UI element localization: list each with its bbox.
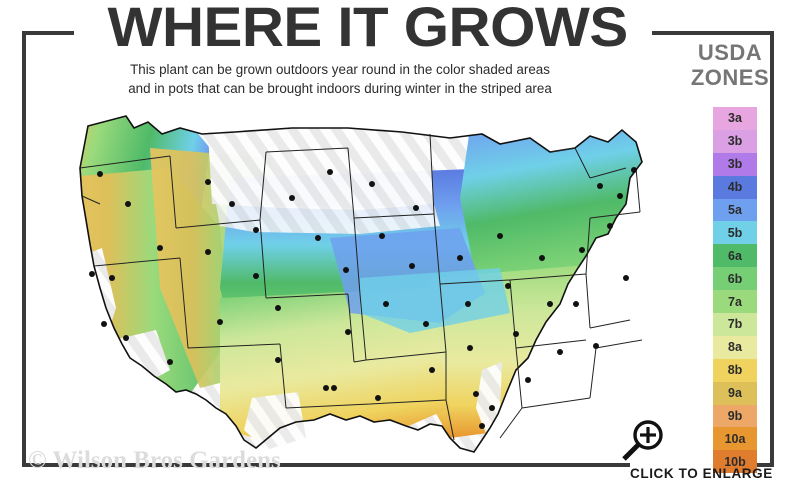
legend-zone-label: 8b <box>727 363 743 378</box>
subtitle-line-2: and in pots that can be brought indoors … <box>128 81 552 96</box>
map-svg <box>79 115 643 453</box>
state-boundaries <box>79 133 643 441</box>
legend-zone-label: 9a <box>728 386 742 401</box>
country-outline <box>79 115 643 453</box>
legend-zone-label: 3a <box>728 111 742 126</box>
legend-title-line-1: USDA <box>697 40 763 65</box>
legend-zone-label: 6b <box>727 271 743 286</box>
frame-border-top-left <box>22 31 74 35</box>
legend-zone-swatch: 9a <box>713 381 757 405</box>
legend-zone-label: 7a <box>728 294 742 309</box>
frame-border-top-right <box>652 31 774 35</box>
legend-title-line-2: ZONES <box>690 65 770 90</box>
legend-zone-label: 6a <box>728 248 742 263</box>
page-title: WHERE IT GROWS <box>107 0 629 58</box>
legend-title: USDA ZONES <box>672 40 788 90</box>
frame-border-bottom-left <box>22 463 630 467</box>
legend-zone-swatch: 8b <box>713 358 757 382</box>
subtitle-line-1: This plant can be grown outdoors year ro… <box>130 62 550 77</box>
legend-zone-swatch: 5a <box>713 198 757 222</box>
magnifier-svg <box>622 420 663 461</box>
map-city-dots <box>89 167 637 429</box>
magnifier-plus-icon[interactable] <box>620 419 666 463</box>
legend-zone-swatch: 8a <box>713 335 757 359</box>
legend-zone-label: 9b <box>727 409 743 424</box>
legend-zone-label: 3b <box>727 157 743 172</box>
legend-zone-swatch: 10b <box>713 450 757 474</box>
legend-zone-label: 5b <box>727 225 743 240</box>
watermark: © Wilson Bros Gardens <box>28 447 281 474</box>
legend-zone-swatch: 5b <box>713 221 757 245</box>
usda-hardiness-zone-map[interactable] <box>30 108 680 460</box>
legend-zone-swatch: 3b <box>713 129 757 153</box>
legend-zone-list: 3a 3b 3b 4b 5a 5b 6a 6b 7a 7b 8a 8b 9a 9b 10a 10b <box>713 107 757 474</box>
frame-border-left <box>22 31 26 467</box>
legend-zone-swatch: 7a <box>713 290 757 314</box>
legend-zone-label: 10a <box>724 431 746 446</box>
legend-zone-label: 8a <box>728 340 742 355</box>
legend-zone-label: 7b <box>727 317 743 332</box>
subtitle: This plant can be grown outdoors year ro… <box>40 60 640 98</box>
legend-zone-swatch: 10a <box>713 427 757 451</box>
map-pot-only-regions <box>208 128 502 450</box>
legend-zone-swatch: 6a <box>713 244 757 268</box>
map-land <box>79 115 643 453</box>
legend-zone-swatch: 6b <box>713 267 757 291</box>
legend-zone-swatch: 3a <box>713 107 757 130</box>
legend-zone-label: 3b <box>727 134 743 149</box>
legend-zone-swatch: 7b <box>713 313 757 336</box>
legend-zone-swatch: 9b <box>713 404 757 428</box>
frame-border-right <box>770 31 774 467</box>
legend-zone-swatch: 3b <box>713 152 757 176</box>
legend-zone-label: 5a <box>728 203 742 217</box>
legend-zone-swatch: 4b <box>713 175 757 199</box>
legend-zone-label: 4b <box>727 180 743 195</box>
legend-zone-label: 10b <box>724 454 746 469</box>
click-to-enlarge-label[interactable]: CLICK TO ENLARGE <box>630 466 773 481</box>
